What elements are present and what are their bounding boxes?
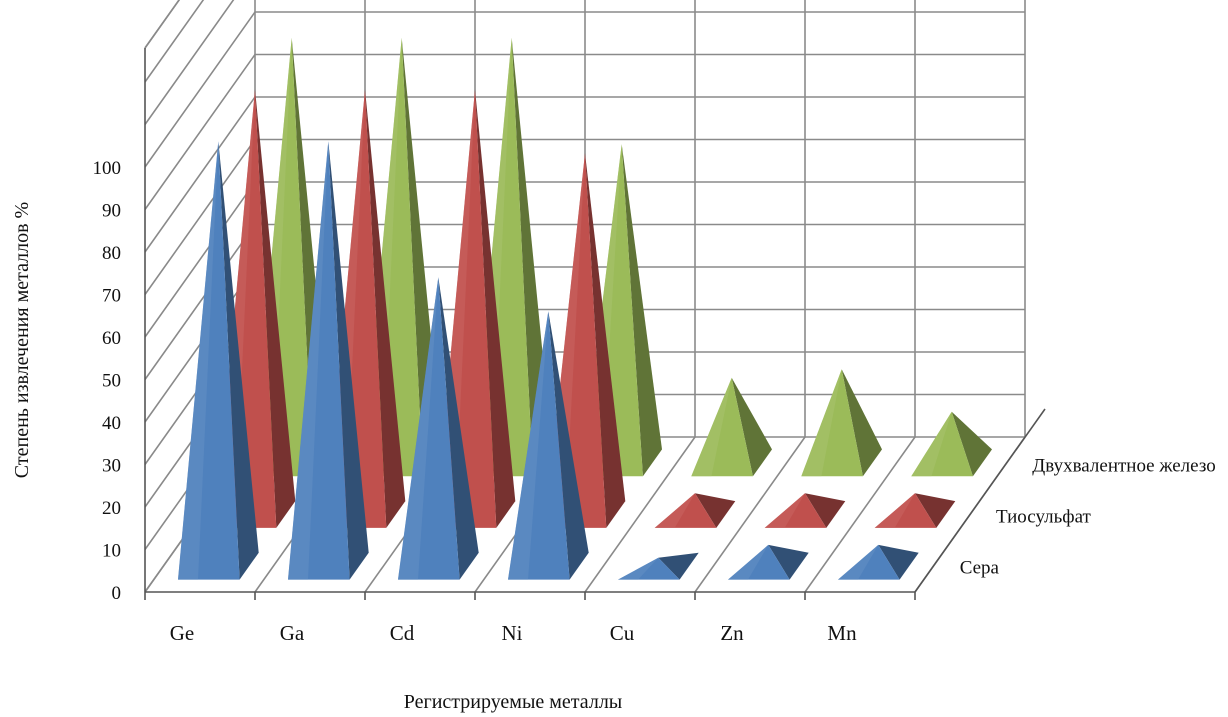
pyramid-side-face [365, 89, 406, 528]
pyramid-bar [838, 544, 919, 580]
pyramid-highlight [691, 377, 732, 477]
category-label: Zn [720, 621, 744, 645]
pyramid-highlight [911, 411, 952, 477]
y-tick-label: 30 [102, 456, 121, 477]
x-axis-title: Регистрируемые металлы [404, 691, 623, 713]
chart-axes [144, 48, 1046, 600]
category-label: Ge [170, 621, 195, 645]
pyramid-highlight [288, 141, 329, 580]
gridline-floor [804, 436, 916, 593]
pyramid-side-face [585, 153, 626, 528]
pyramid-bar [874, 493, 956, 528]
pyramid-side-face [548, 311, 589, 580]
y-tick-label: 0 [112, 583, 122, 604]
pyramid-highlight [178, 141, 219, 580]
pyramid-bar [911, 411, 992, 477]
pyramid-bar [398, 277, 479, 580]
pyramid-highlight [764, 493, 805, 528]
pyramid-bar [764, 493, 846, 528]
pyramid-highlight [654, 493, 695, 528]
pyramid-bar [178, 141, 259, 580]
y-tick-label: 60 [102, 328, 121, 349]
pyramid-side-face [805, 493, 846, 528]
pyramid-highlight [801, 369, 842, 477]
gridline [144, 0, 205, 83]
pyramid-highlight [508, 311, 549, 580]
y-tick-label: 90 [102, 201, 121, 222]
pyramid-side-face [658, 552, 699, 580]
pyramid-side-face [768, 544, 809, 580]
pyramid-side-face [951, 411, 992, 477]
pyramid-bar [288, 141, 369, 580]
y-axis-title: Степень извлечения металлов % [11, 202, 33, 478]
pyramid-side-face [328, 141, 369, 580]
pyramid-side-face [695, 493, 736, 528]
chart-pyramids [178, 37, 992, 580]
series-label: Тиосульфат [996, 507, 1092, 528]
pyramid-highlight [618, 557, 659, 580]
pyramid-highlight [214, 89, 255, 528]
pyramid-side-face [878, 544, 919, 580]
pyramid-side-face [438, 277, 479, 580]
y-tick-label: 100 [93, 158, 122, 179]
y-tick-label: 50 [102, 371, 121, 392]
gridline-top [144, 0, 181, 49]
category-label: Cu [610, 621, 635, 645]
gridline-floor [694, 436, 806, 593]
y-tick-label: 10 [102, 541, 121, 562]
pyramid-bar [654, 493, 736, 528]
pyramid-side-face [218, 141, 259, 580]
pyramid-bar [618, 552, 699, 580]
y-tick-label: 80 [102, 243, 121, 264]
series-label: Двухвалентное железо [1032, 455, 1215, 476]
pyramid-side-face [475, 89, 516, 528]
pyramid-highlight [398, 277, 439, 580]
y-tick-label: 40 [102, 413, 121, 434]
category-label: Mn [827, 621, 857, 645]
pyramid-highlight [838, 544, 879, 580]
category-label: Cd [390, 621, 415, 645]
pyramid-bar [691, 377, 772, 477]
pyramid-bar [728, 544, 809, 580]
category-label: Ga [280, 621, 305, 645]
y-tick-label: 70 [102, 286, 121, 307]
pyramid-side-face [841, 369, 882, 477]
gridline-floor [584, 436, 696, 593]
gridline [144, 0, 235, 125]
pyramid-bar [508, 311, 589, 580]
series-axis-line [914, 408, 1046, 593]
pyramid-side-face [915, 493, 956, 528]
pyramid-highlight [874, 493, 915, 528]
pyramid-bar [801, 369, 882, 477]
pyramid-side-face [621, 144, 662, 477]
pyramid-side-face [731, 377, 772, 477]
series-label: Сера [960, 558, 1000, 579]
pyramid-highlight [728, 544, 769, 580]
y-tick-label: 20 [102, 498, 121, 519]
category-label: Ni [502, 621, 523, 645]
chart-labels: Степень извлечения металлов % Регистриру… [11, 158, 1216, 713]
pyramid-side-face [255, 89, 296, 528]
